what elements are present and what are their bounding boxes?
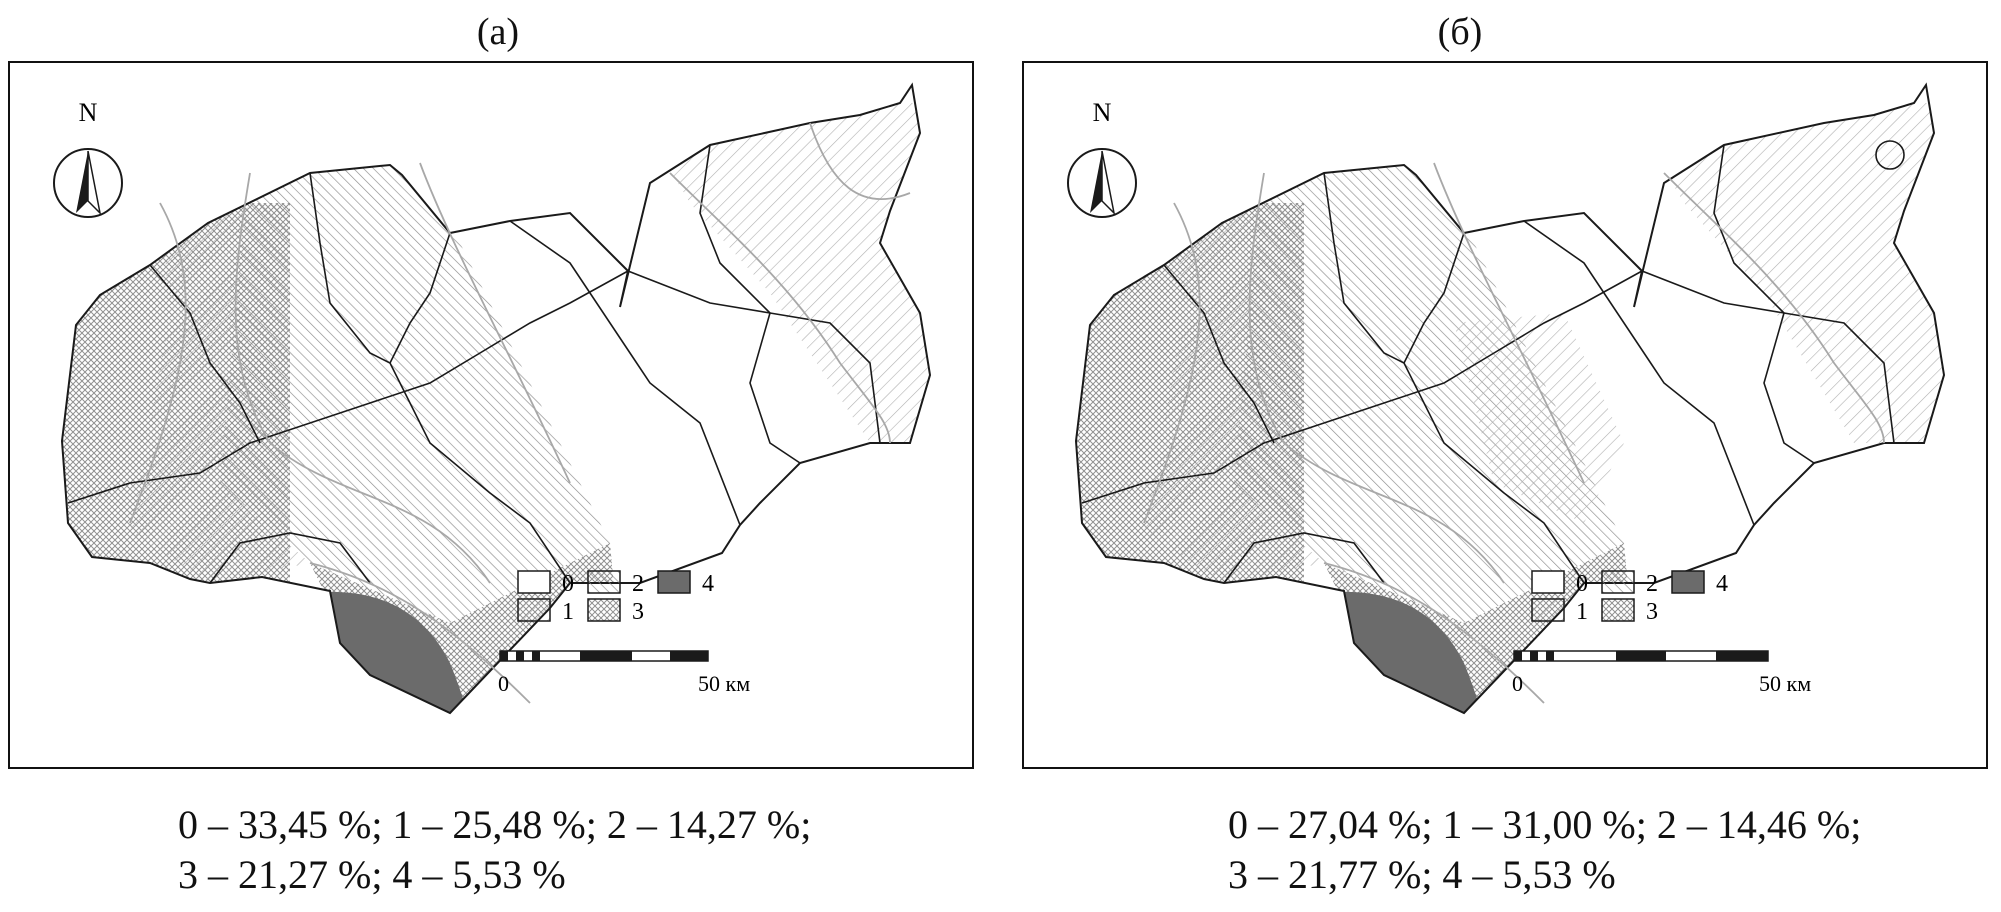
legend-label-3: 3: [1646, 599, 1658, 625]
legend-label-4: 4: [1716, 571, 1728, 597]
map-panel-a: N 0 2 4 1 3 0 50 км: [8, 61, 974, 769]
north-letter-b: N: [1093, 98, 1112, 127]
north-arrow-icon: [1067, 148, 1137, 218]
map-a-svg: N 0 2 4 1 3 0 50 км: [53, 82, 932, 715]
map-panel-b: N 0 2 4 1 3 0 50 км: [1022, 61, 1988, 769]
panel-b-label: (б): [1437, 11, 1483, 53]
legend-label-0: 0: [562, 571, 574, 597]
map-b-svg: N 0 2 4 1 3 0 50 км: [1067, 82, 1946, 715]
legend-b: 0 2 4 1 3: [1531, 570, 1728, 625]
scale-end-b: 50 км: [1759, 671, 1811, 696]
legend-label-4: 4: [702, 571, 714, 597]
scale-start-b: 0: [1512, 671, 1523, 696]
north-arrow-icon: [53, 148, 123, 218]
scale-bar-b: 0 50 км: [1512, 650, 1811, 696]
caption-a-line-2: 3 – 21,27 %; 4 – 5,53 %: [178, 852, 566, 897]
legend-label-1: 1: [562, 599, 574, 625]
legend-label-3: 3: [632, 599, 644, 625]
caption-b: 0 – 27,04 %; 1 – 31,00 %; 2 – 14,46 %; 3…: [1228, 800, 1861, 900]
scale-start-a: 0: [498, 671, 509, 696]
legend-label-2: 2: [632, 571, 644, 597]
scale-end-a: 50 км: [698, 671, 750, 696]
north-letter-a: N: [79, 98, 98, 127]
legend-a: 0 2 4 1 3: [517, 570, 714, 625]
legend-label-1: 1: [1576, 599, 1588, 625]
panel-a-label: (а): [476, 11, 520, 53]
caption-b-line-2: 3 – 21,77 %; 4 – 5,53 %: [1228, 852, 1616, 897]
scale-bar-a: 0 50 км: [498, 650, 750, 696]
caption-b-line-1: 0 – 27,04 %; 1 – 31,00 %; 2 – 14,46 %;: [1228, 802, 1862, 847]
legend-label-2: 2: [1646, 571, 1658, 597]
legend-label-0: 0: [1576, 571, 1588, 597]
caption-a: 0 – 33,45 %; 1 – 25,48 %; 2 – 14,27 %; 3…: [178, 800, 811, 900]
caption-a-line-1: 0 – 33,45 %; 1 – 25,48 %; 2 – 14,27 %;: [178, 802, 812, 847]
